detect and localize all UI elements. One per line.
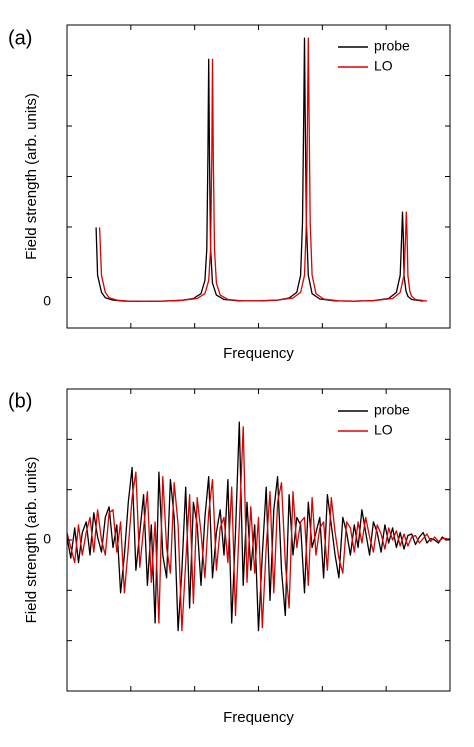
chart-panel-1: (a) 0 Frequency Field strength (arb. units)… (8, 24, 451, 362)
legend-label-probe: probe (374, 38, 410, 54)
panel-label: (b) (8, 391, 32, 413)
y-axis-ticks (67, 24, 450, 329)
y-axis-ticks (67, 388, 450, 692)
y-tick-label-zero: 0 (43, 292, 51, 308)
series-line-lo (98, 37, 428, 303)
y-axis-title: Field strength (arb. units) (23, 93, 40, 260)
series-line-probe (67, 421, 450, 632)
x-axis-title: Frequency (223, 345, 294, 362)
panel-label: (a) (8, 28, 32, 50)
x-axis-ticks (130, 25, 387, 328)
y-axis-title: Field strength (arb. units) (23, 457, 40, 624)
series-line-lo (67, 426, 450, 632)
x-axis-title: Frequency (223, 709, 294, 726)
chart-panel-2: (b) 0 Frequency Field strength (arb. units)… (8, 388, 451, 726)
legend-label-lo: LO (374, 58, 393, 74)
legend-label-lo: LO (374, 422, 393, 438)
legend: probe LO (338, 38, 410, 74)
legend: probe LO (338, 402, 410, 438)
legend-label-probe: probe (374, 402, 410, 418)
series-line-probe (95, 37, 424, 303)
x-axis-ticks (130, 389, 387, 691)
y-tick-label-zero: 0 (43, 531, 51, 547)
